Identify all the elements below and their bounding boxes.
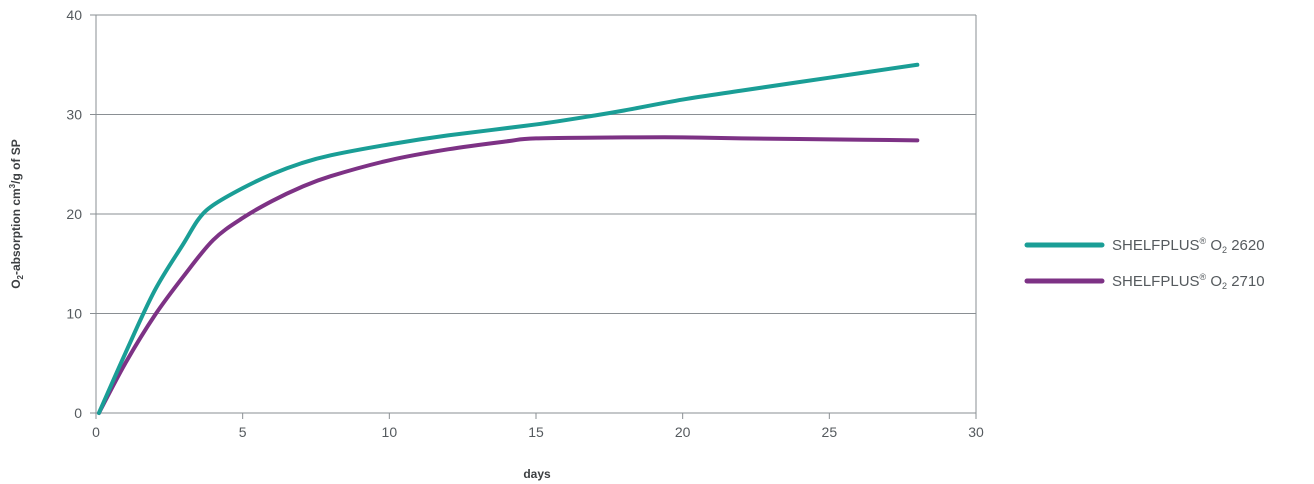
y-tick-label-10: 10 bbox=[66, 306, 82, 322]
grid-lines bbox=[96, 14, 976, 314]
y-axis-title-mid: -absorption cm bbox=[9, 188, 23, 275]
y-tick-label-0: 0 bbox=[74, 405, 82, 421]
series-line-2620 bbox=[96, 62, 920, 415]
legend-post-2710: 2710 bbox=[1227, 273, 1265, 290]
legend: SHELFPLUS® O2 2620 SHELFPLUS® O2 2710 bbox=[1024, 236, 1265, 291]
legend-reg-2710: ® bbox=[1200, 272, 1207, 282]
y-axis-title: O2-absorption cm3/g of SP bbox=[8, 139, 25, 289]
y-tick-label-40: 40 bbox=[66, 7, 82, 23]
y-tick-label-30: 30 bbox=[66, 107, 82, 123]
x-tick-label-25: 25 bbox=[822, 424, 838, 440]
y-axis-title-post: /g of SP bbox=[9, 139, 23, 184]
legend-label-2710: SHELFPLUS® O2 2710 bbox=[1112, 272, 1265, 291]
legend-sub-2620: 2 bbox=[1222, 245, 1227, 255]
legend-reg-2620: ® bbox=[1200, 236, 1207, 246]
legend-sub-2710: 2 bbox=[1222, 281, 1227, 291]
x-tick-label-30: 30 bbox=[968, 424, 984, 440]
legend-brand-2620: SHELFPLUS bbox=[1112, 237, 1200, 254]
series-line-2710 bbox=[96, 135, 920, 415]
x-tick-label-20: 20 bbox=[675, 424, 691, 440]
x-tick-label-10: 10 bbox=[382, 424, 398, 440]
legend-post-2620: 2620 bbox=[1227, 237, 1265, 254]
y-axis-ticks: 0 10 20 30 40 bbox=[66, 7, 96, 421]
y-axis-title-sup: 3 bbox=[8, 183, 17, 188]
legend-pre-2620: O bbox=[1206, 237, 1222, 254]
x-axis-title: days bbox=[523, 467, 551, 481]
x-tick-label-5: 5 bbox=[239, 424, 247, 440]
x-axis-ticks: 0 5 10 15 20 25 30 bbox=[92, 413, 984, 440]
x-tick-label-15: 15 bbox=[528, 424, 544, 440]
legend-item-2710: SHELFPLUS® O2 2710 bbox=[1024, 272, 1265, 291]
y-axis-title-sub: 2 bbox=[16, 274, 25, 279]
series-lines bbox=[96, 62, 920, 415]
x-tick-label-0: 0 bbox=[92, 424, 100, 440]
legend-brand-2710: SHELFPLUS bbox=[1112, 273, 1200, 290]
legend-label-2620: SHELFPLUS® O2 2620 bbox=[1112, 236, 1265, 255]
legend-item-2620: SHELFPLUS® O2 2620 bbox=[1024, 236, 1265, 255]
legend-pre-2710: O bbox=[1206, 273, 1222, 290]
y-axis-title-pre: O bbox=[9, 279, 23, 288]
y-tick-label-20: 20 bbox=[66, 206, 82, 222]
